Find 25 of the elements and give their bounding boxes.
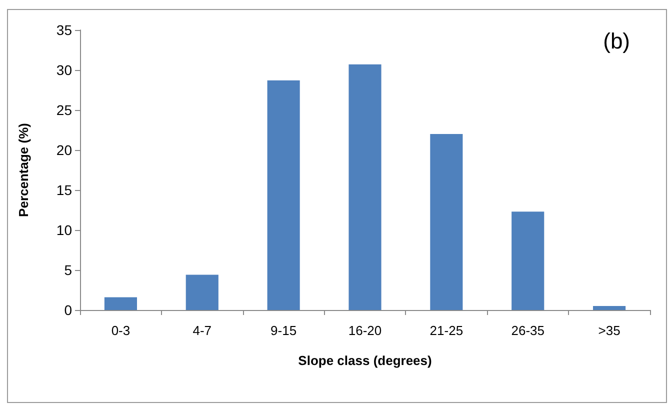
bar [348,64,382,310]
y-tick-label: 15 [56,182,72,198]
annotation: (b) [603,28,630,54]
y-axis-title: Percentage (%) [16,123,31,217]
bar [267,80,300,310]
y-tick-label: 20 [56,142,72,158]
y-tick-label: 0 [64,302,72,318]
bar [430,134,463,310]
bar [593,306,626,310]
x-tick-label: 26-35 [511,323,544,338]
x-tick-label: 9-15 [270,323,297,338]
x-tick-label: 0-3 [111,323,130,338]
x-tick-label: 16-20 [348,323,382,338]
bar [186,274,218,310]
bar [512,212,544,310]
y-tick-label: 10 [56,222,72,238]
x-axis-title: Slope class (degrees) [298,353,432,368]
x-tick-label: 21-25 [430,323,464,338]
y-tick-label: 30 [56,62,72,78]
x-tick-label: >35 [598,323,620,338]
bar [104,297,137,310]
y-tick-label: 25 [56,102,72,118]
y-tick-label: 35 [56,22,72,38]
y-tick-label: 5 [64,262,72,278]
x-tick-label: 4-7 [192,323,212,338]
